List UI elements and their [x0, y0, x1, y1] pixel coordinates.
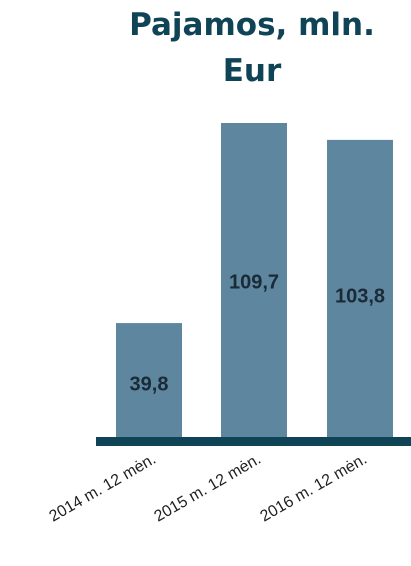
bar-2 [221, 123, 287, 437]
x-tick-label-1: 2014 m. 12 mėn. [47, 451, 159, 526]
data-label-2: 109,7 [229, 271, 279, 293]
bar-3 [327, 139, 393, 437]
data-labels-group: 39,8 109,7 103,8 [130, 271, 386, 395]
x-tick-label-2: 2015 m. 12 mėn. [152, 451, 264, 526]
x-tick-label-3: 2016 m. 12 mėn. [258, 451, 370, 526]
bars-group [116, 123, 393, 437]
bar-1 [116, 323, 182, 437]
data-label-1: 39,8 [130, 373, 169, 395]
x-axis-line [96, 437, 411, 446]
chart-title: Pajamos, mln. Eur [129, 7, 375, 89]
data-label-3: 103,8 [335, 285, 385, 307]
x-tick-labels-group: 2014 m. 12 mėn.2015 m. 12 mėn.2016 m. 12… [47, 451, 370, 526]
